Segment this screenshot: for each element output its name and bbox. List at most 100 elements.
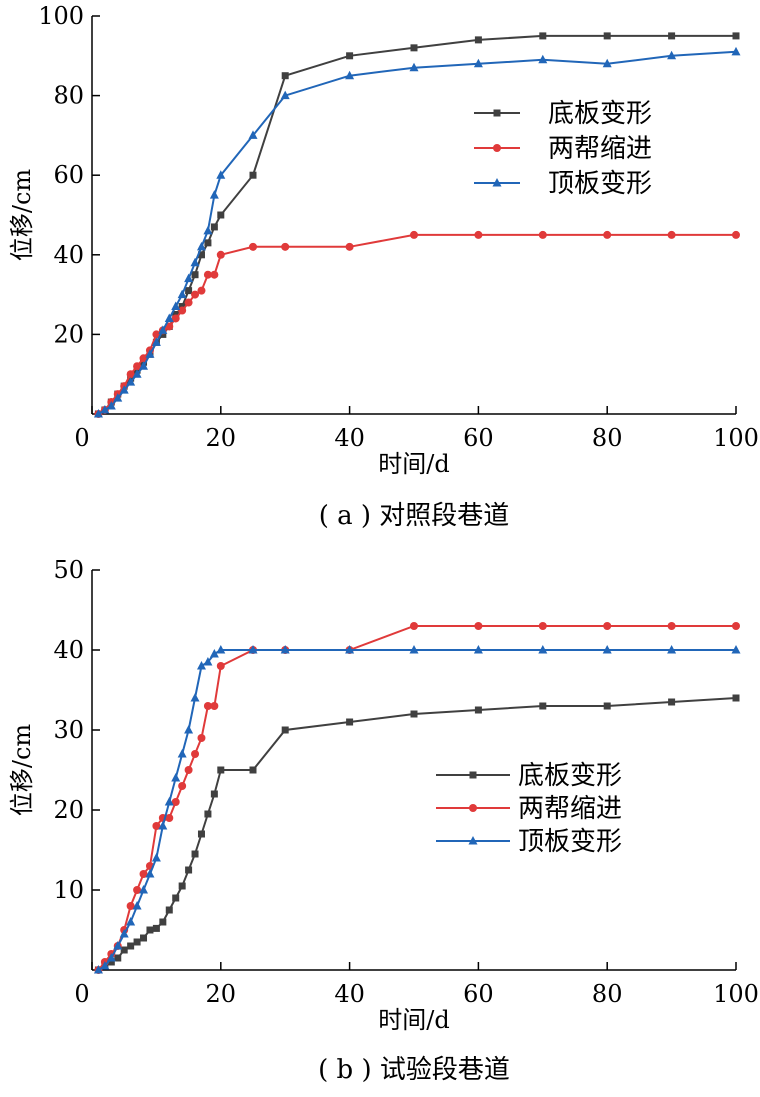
chart-b-data-point [603,702,611,710]
chart-a-legend-label: 顶板变形 [548,169,652,199]
chart-b-legend-label: 顶板变形 [518,827,622,857]
chart-b-data-point [159,918,167,926]
chart-a-x-axis-title: 时间/d [378,450,449,478]
chart-b-data-point [146,926,154,934]
chart-b-data-point [210,790,218,798]
chart-a-data-point [667,50,677,60]
chart-b-y-axis-title: 位移/cm [8,724,36,817]
chart-b-x-axis-title: 时间/d [378,1006,449,1034]
chart-a-data-point [281,242,290,251]
chart-b-data-point [216,662,225,670]
chart-a-data-point [185,287,193,295]
chart-b-data-point [145,869,155,878]
chart-b-data-point [140,934,148,942]
chart-a: 20 40 60 80 100 20 40 60 80 100 0 位移/cm 时间/d ( a ) 对照… [8,2,759,531]
chart-a-data-point [602,58,612,68]
chart-a-data-point [217,211,225,219]
chart-a-y-tick-label: 20 [53,320,84,348]
chart-a-data-point [249,171,257,179]
chart-a-data-point [538,230,547,239]
chart-b: 10 20 30 40 50 20 40 60 80 100 0 位移/cm 时间/d ( b ) 试验段… [8,556,759,1085]
chart-a-data-point [603,32,611,40]
chart-b-series-line [97,697,737,971]
chart-b-x-tick-label: 60 [463,980,494,1008]
chart-b-data-point [120,946,128,954]
chart-a-data-point [410,230,418,239]
chart-b-data-point [178,882,186,890]
chart-a-x-tick-label: 40 [334,424,365,452]
chart-b-data-point [152,822,161,830]
chart-a-data-point [119,385,129,394]
chart-b-data-point [151,853,161,862]
chart-b-series-line [97,625,736,971]
chart-a-data-point [209,190,219,199]
chart-b-series-2 [94,622,740,974]
chart-b-data-point [152,924,160,932]
chart-b-data-point [732,622,740,630]
chart-b-data-point [474,622,483,630]
chart-a-data-point [203,225,213,235]
chart-b-data-point [177,749,187,758]
chart-b-data-point [474,706,482,714]
chart-b-data-point [184,725,194,734]
chart-a-legend-label: 两帮缩进 [548,134,652,164]
chart-b-data-point [345,645,355,654]
chart-b-y-tick-label: 50 [53,556,84,584]
chart-a-legend-label: 底板变形 [548,99,652,129]
chart-a-data-point [126,377,136,386]
chart-a-data-point [473,58,483,68]
chart-a-data-point [409,62,419,72]
chart-b-series-1 [94,694,740,974]
chart-b-data-point [667,645,677,654]
chart-a-data-point [210,270,219,279]
chart-a-y-tick-label: 80 [53,82,84,110]
chart-b-data-point [191,850,199,858]
chart-b-data-point [178,782,187,790]
chart-a-data-point [346,52,354,60]
chart-a-data-point [732,32,740,40]
chart-b-x-tick-label: 100 [713,980,759,1008]
chart-b-data-point [100,961,110,970]
chart-a-data-point [164,313,174,322]
chart-b-data-point [126,917,136,926]
chart-a-data-point [191,290,200,299]
chart-b-data-point [164,797,174,806]
chart-b-data-point [209,649,219,658]
chart-a-data-point [203,270,212,279]
chart-b-data-point [190,693,200,702]
chart-b-data-point [197,734,206,742]
chart-a-data-point [171,301,181,311]
chart-b-data-point [473,645,483,654]
chart-a-data-point [139,354,148,363]
chart-a-data-point [158,325,168,334]
chart-a-data-point [145,349,155,358]
chart-a-data-point [197,286,206,295]
chart-a-data-point [106,401,116,410]
chart-b-data-point [280,645,290,654]
chart-b-data-point [410,622,418,630]
chart-b-data-point [93,965,103,974]
chart-b-y-tick-label: 10 [53,876,84,904]
chart-a-y-tick-label: 100 [38,2,84,30]
chart-b-data-point [191,750,200,758]
chart-a-data-point [152,330,161,339]
chart-b-data-point [197,830,205,838]
chart-a-data-point [151,337,161,346]
chart-b-data-point [603,622,612,630]
chart-b-data-point [410,710,418,718]
chart-a-data-point [538,54,548,64]
chart-a-legend-marker [493,109,501,117]
chart-b-data-point [281,726,289,734]
chart-a-data-point [216,170,226,179]
chart-a-x-tick-label: 20 [206,424,237,452]
chart-a-data-point [732,230,740,239]
chart-a-data-point [668,32,676,40]
chart-b-data-point [119,929,129,938]
chart-b-data-point [127,942,135,950]
chart-b-data-point [539,702,547,710]
chart-b-data-point [126,902,135,910]
chart-b-x-tick-label: 40 [334,980,365,1008]
chart-b-data-point [204,810,212,818]
chart-a-data-point [197,251,205,259]
